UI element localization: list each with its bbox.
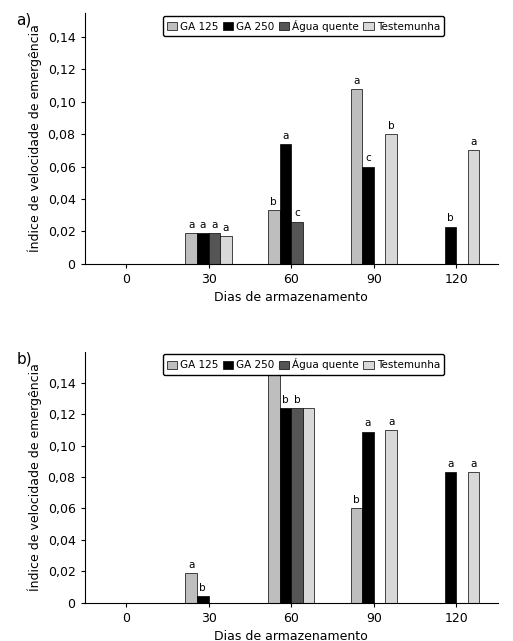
Text: b: b [282, 395, 289, 405]
Bar [291, 222, 303, 263]
Bar [362, 431, 374, 603]
Text: b: b [388, 121, 394, 131]
Bar [185, 573, 197, 603]
Legend: GA 125, GA 250, Água quente, Testemunha: GA 125, GA 250, Água quente, Testemunha [163, 15, 444, 36]
Text: a: a [188, 220, 194, 229]
Legend: GA 125, GA 250, Água quente, Testemunha: GA 125, GA 250, Água quente, Testemunha [163, 354, 444, 374]
Bar [350, 89, 362, 263]
Text: b: b [293, 395, 300, 405]
Text: c: c [294, 208, 300, 219]
Text: a: a [353, 76, 360, 86]
Y-axis label: Índice de velocidade de emergência: Índice de velocidade de emergência [28, 363, 42, 591]
Text: b): b) [16, 352, 32, 367]
Text: a: a [447, 459, 453, 469]
Bar [445, 226, 457, 263]
Bar [385, 430, 397, 603]
Bar [197, 596, 208, 603]
Text: b: b [353, 495, 360, 505]
Y-axis label: Índice de velocidade de emergência: Índice de velocidade de emergência [28, 24, 42, 252]
Text: a: a [223, 223, 229, 233]
Bar [303, 408, 314, 603]
Text: a: a [470, 459, 477, 469]
Text: c: c [365, 153, 371, 163]
Bar [268, 375, 280, 603]
Text: a): a) [16, 13, 32, 28]
X-axis label: Dias de armazenamento: Dias de armazenamento [214, 292, 368, 304]
Bar [385, 134, 397, 263]
Bar [268, 210, 280, 263]
Bar [445, 472, 457, 603]
Bar [468, 151, 480, 263]
Text: a: a [388, 417, 394, 427]
Bar [208, 233, 220, 263]
Bar [291, 408, 303, 603]
Bar [197, 233, 208, 263]
Text: a: a [270, 362, 277, 372]
Bar [280, 408, 291, 603]
Bar [468, 472, 480, 603]
Text: a: a [365, 419, 371, 428]
Text: a: a [188, 560, 194, 570]
Text: a: a [282, 131, 288, 141]
X-axis label: Dias de armazenamento: Dias de armazenamento [214, 630, 368, 641]
Bar [185, 233, 197, 263]
Text: a: a [200, 220, 206, 229]
Text: b: b [447, 213, 454, 223]
Text: b: b [200, 583, 206, 593]
Text: a: a [470, 137, 477, 147]
Bar [220, 237, 232, 263]
Bar [280, 144, 291, 263]
Bar [350, 508, 362, 603]
Text: b: b [270, 197, 277, 207]
Bar [362, 167, 374, 263]
Text: a: a [211, 220, 218, 229]
